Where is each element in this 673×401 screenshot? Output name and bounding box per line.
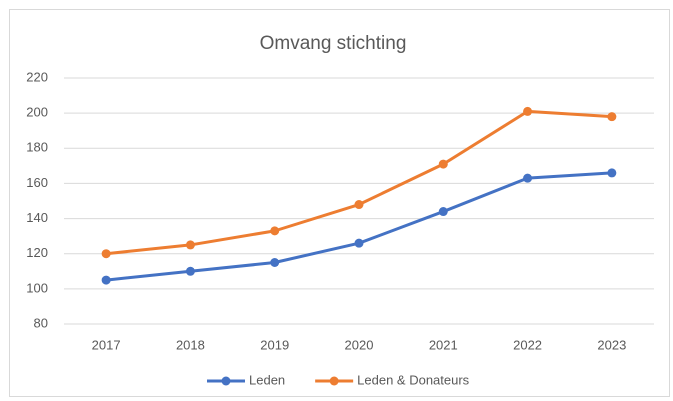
y-tick-label: 180 (26, 140, 48, 155)
chart-border (9, 9, 670, 397)
point (607, 168, 617, 178)
x-tick-label: 2018 (176, 337, 205, 352)
x-tick-label: 2023 (597, 337, 626, 352)
y-tick-label: 200 (26, 105, 48, 120)
legend-label: Leden (249, 372, 285, 387)
legend-marker (329, 376, 339, 386)
point (101, 249, 111, 259)
legend-label: Leden & Donateurs (357, 372, 470, 387)
y-tick-label: 160 (26, 175, 48, 190)
point (270, 258, 280, 267)
x-tick-label: 2019 (260, 337, 289, 352)
y-tick-label: 100 (26, 280, 48, 295)
y-tick-label: 80 (34, 315, 48, 330)
x-tick-label: 2020 (345, 337, 374, 352)
x-tick-label: 2022 (513, 337, 542, 352)
point (354, 238, 364, 248)
point (270, 226, 280, 236)
point (354, 200, 364, 210)
point (438, 159, 448, 169)
point (523, 173, 533, 183)
point (523, 106, 533, 116)
y-tick-label: 120 (26, 245, 48, 260)
chart-title: Omvang stichting (260, 33, 407, 54)
x-tick-label: 2017 (92, 337, 121, 352)
point (185, 240, 195, 250)
y-tick-label: 140 (26, 210, 48, 225)
x-tick-label: 2021 (429, 337, 458, 352)
legend-marker (221, 376, 231, 386)
y-tick-label: 220 (26, 69, 48, 84)
point (101, 275, 111, 285)
point (185, 266, 195, 276)
point (438, 207, 448, 217)
point (607, 112, 617, 122)
